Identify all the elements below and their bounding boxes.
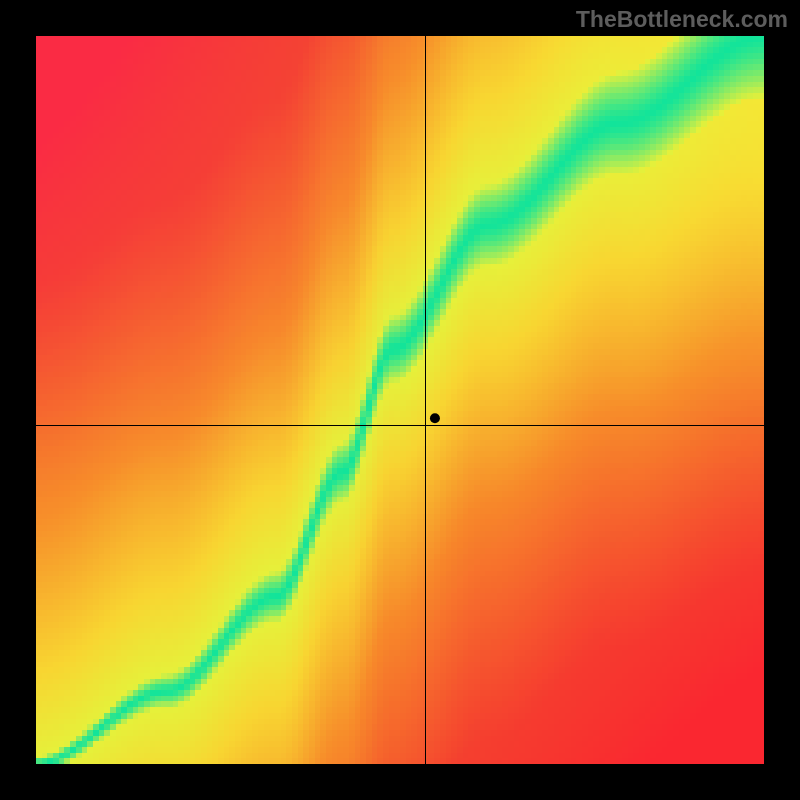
chart-container: TheBottleneck.com [0, 0, 800, 800]
bottleneck-heatmap [36, 36, 764, 764]
watermark-text: TheBottleneck.com [576, 6, 788, 33]
